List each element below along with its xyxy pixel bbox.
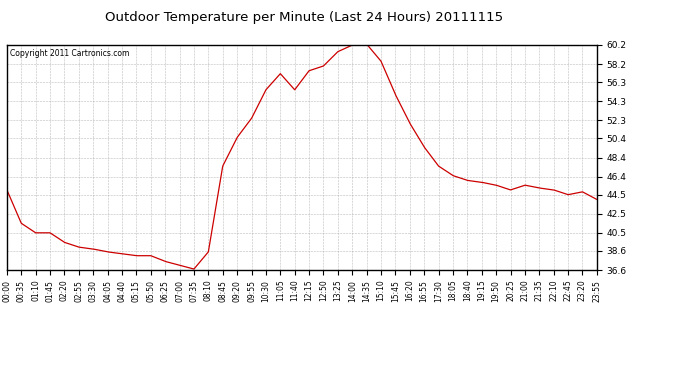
Text: Outdoor Temperature per Minute (Last 24 Hours) 20111115: Outdoor Temperature per Minute (Last 24 … [105, 11, 502, 24]
Text: Copyright 2011 Cartronics.com: Copyright 2011 Cartronics.com [10, 50, 129, 58]
